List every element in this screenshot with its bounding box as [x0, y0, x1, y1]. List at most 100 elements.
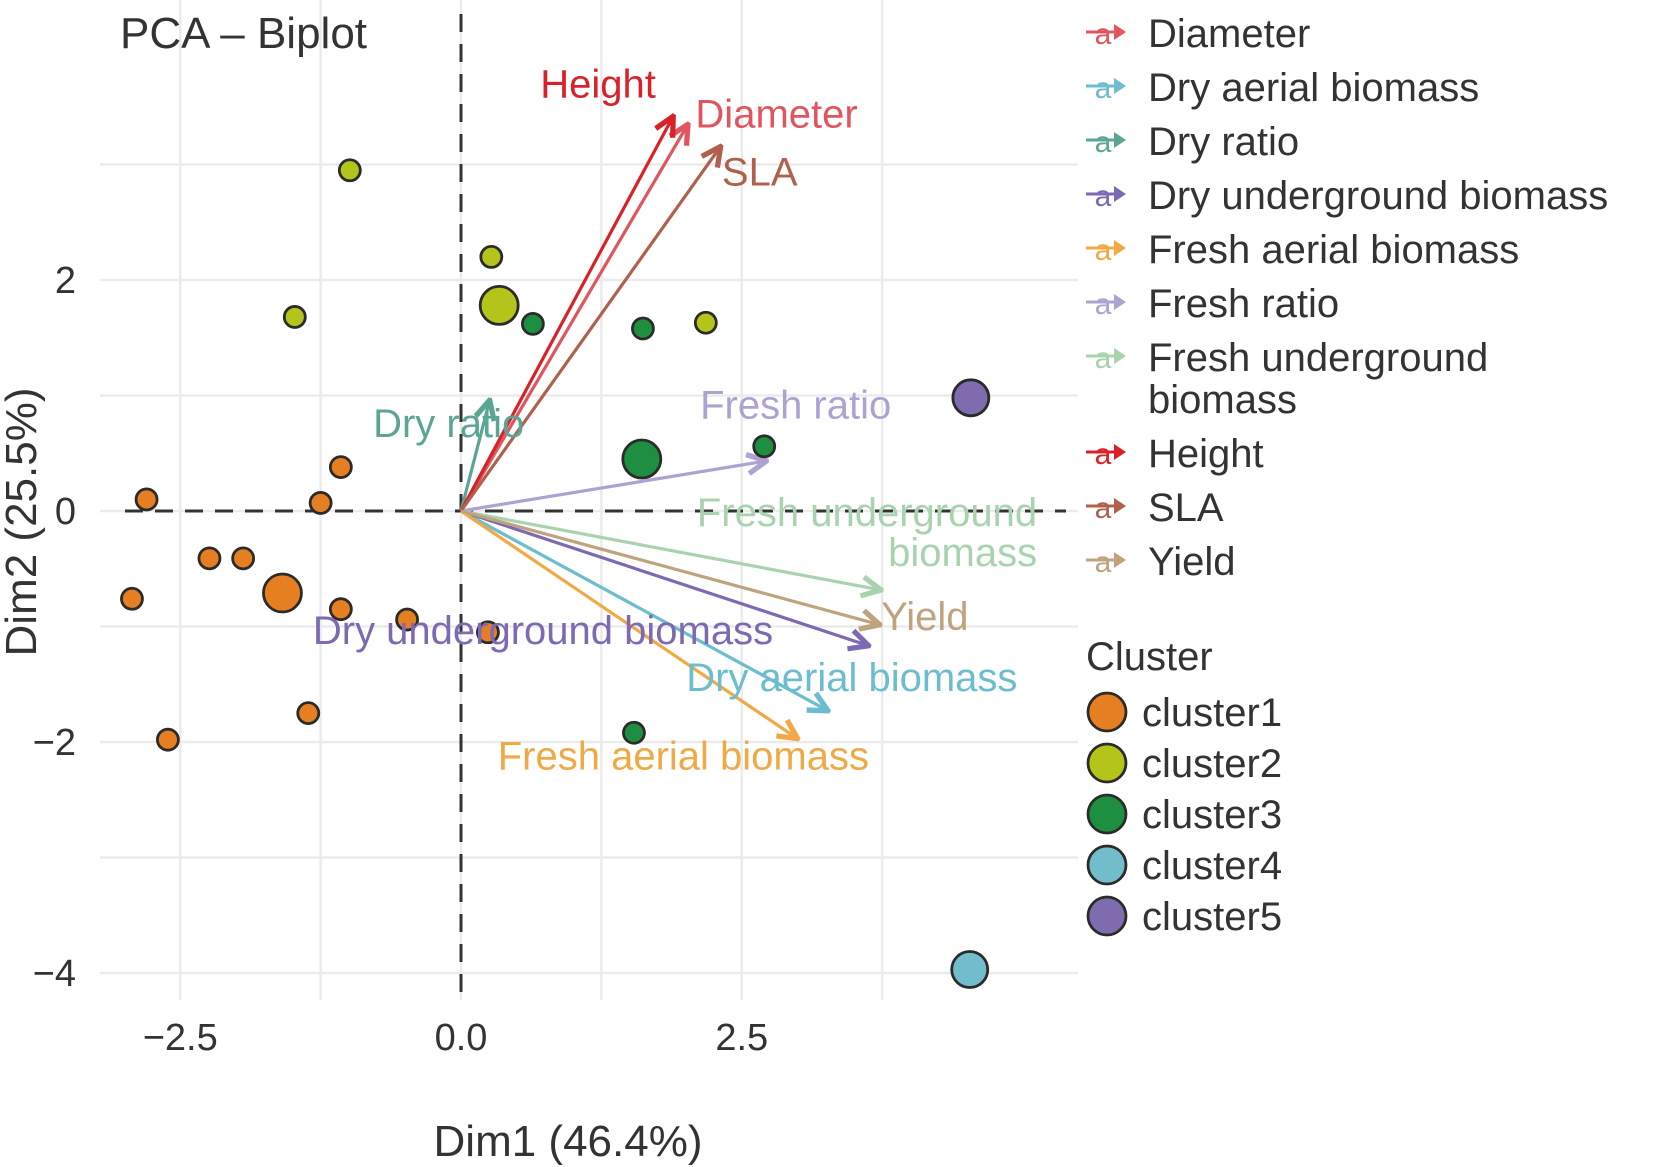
legend-swatch-icon: [1086, 844, 1128, 886]
x-tick-label: −2.5: [143, 1017, 218, 1059]
legend-label: cluster3: [1142, 793, 1282, 837]
arrow-dry-underground-biomass: [460, 509, 866, 645]
legend-arrowhead-icon: [1114, 294, 1126, 310]
legend-label: cluster2: [1142, 742, 1282, 786]
legend-swatch-icon: [1086, 742, 1128, 784]
legend-key-glyph: a: [1095, 492, 1112, 525]
variable-arrows: [459, 118, 879, 737]
point-cluster1: [197, 546, 222, 571]
arrow-sla: [459, 148, 719, 512]
legend-key-glyph: a: [1095, 438, 1112, 471]
label-diameter: Diameter: [695, 93, 857, 137]
variable-labels: Diameter Dry aerial biomass Dry ratio Dry u…: [313, 63, 1037, 779]
legend-arrowhead-icon: [1114, 132, 1126, 148]
x-axis-title: Dim1 (46.4%): [434, 1117, 703, 1166]
chart-title: PCA – Biplot: [120, 9, 367, 58]
legend-key-glyph: a: [1095, 342, 1112, 375]
legend-item-fresh-underground-biomass: a Fresh underground biomass: [1086, 336, 1488, 422]
x-tick-label: 2.5: [715, 1017, 768, 1059]
individual-points: [120, 158, 991, 989]
legend-arrowhead-icon: [1114, 498, 1126, 514]
legend-item-sla: a SLA: [1086, 486, 1224, 530]
point-cluster2: [282, 305, 307, 329]
point-cluster1: [308, 491, 333, 515]
point-cluster1: [120, 586, 144, 611]
legend-label: SLA: [1148, 486, 1224, 530]
legend-item-dry-aerial-biomass: a Dry aerial biomass: [1086, 66, 1479, 110]
point-cluster4: [950, 950, 990, 989]
label-sla: SLA: [722, 150, 798, 194]
arrow-yield: [460, 509, 878, 624]
legend-item-yield: a Yield: [1086, 540, 1235, 584]
point-cluster3: [520, 311, 545, 336]
legend-key-glyph: a: [1095, 72, 1112, 105]
legend-title-cluster: Cluster: [1086, 635, 1213, 679]
legend-key-glyph: a: [1095, 126, 1112, 159]
point-cluster3: [621, 438, 663, 480]
point-cluster1: [476, 620, 500, 645]
point-cluster2: [337, 158, 362, 183]
legend-item-cluster5: cluster5: [1086, 895, 1282, 939]
x-tick-label: 0.0: [435, 1017, 488, 1059]
y-tick-label: −4: [33, 953, 76, 995]
legend-label: cluster1: [1142, 691, 1282, 735]
arrow-height: [459, 118, 672, 512]
legend-item-height: a Height: [1086, 432, 1264, 476]
legend-arrowhead-icon: [1114, 78, 1126, 94]
arrow-fresh-ratio: [460, 461, 764, 513]
label-height: Height: [540, 63, 656, 107]
y-tick-label: 2: [55, 260, 76, 302]
legend-label: Fresh underground biomass: [1148, 336, 1488, 422]
legend-swatch-icon: [1086, 793, 1128, 835]
arrow-fresh-underground-biomass: [460, 509, 879, 590]
legend-variables: a Diameter a Dry aerial biomass a Dry ratio a D…: [1086, 12, 1608, 584]
label-dry-underground-biomass: Dry underground biomass: [313, 609, 773, 653]
legend-arrowhead-icon: [1114, 186, 1126, 202]
point-cluster3: [622, 720, 646, 745]
point-cluster3: [631, 316, 655, 341]
point-cluster1: [262, 572, 303, 614]
legend-swatch-icon: [1086, 691, 1128, 733]
gridlines: [100, 0, 1078, 1000]
legend-arrowhead-icon: [1114, 444, 1126, 460]
legend-key-glyph: a: [1095, 180, 1112, 213]
arrow-dry-aerial-biomass: [460, 509, 826, 710]
legend-label: Diameter: [1148, 12, 1310, 56]
legend-item-cluster1: cluster1: [1086, 691, 1282, 735]
legend-label: cluster4: [1142, 844, 1282, 888]
arrow-diameter: [459, 126, 687, 512]
legend-label: Dry ratio: [1148, 120, 1299, 164]
axis-ticks: −2.5 0.0 2.5 2 0 −2 −4: [33, 260, 768, 1059]
point-cluster1: [134, 487, 159, 512]
point-cluster1: [395, 607, 419, 632]
legend-swatch-icon: [1086, 895, 1128, 937]
legend-item-cluster2: cluster2: [1086, 742, 1282, 786]
y-tick-label: −2: [33, 722, 76, 764]
legend-key-glyph: a: [1095, 288, 1112, 321]
y-tick-label: 0: [55, 491, 76, 533]
point-cluster1: [296, 701, 321, 726]
point-cluster2: [478, 285, 520, 326]
label-fresh-underground-biomass: Fresh underground biomass: [697, 491, 1037, 575]
legend-label: Height: [1148, 432, 1264, 476]
legend-item-dry-underground-biomass: a Dry underground biomass: [1086, 174, 1608, 218]
point-cluster1: [328, 597, 353, 622]
legend-label: Fresh aerial biomass: [1148, 228, 1519, 272]
label-fresh-aerial-biomass: Fresh aerial biomass: [498, 735, 869, 779]
legend-item-dry-ratio: a Dry ratio: [1086, 120, 1299, 164]
point-cluster1: [155, 727, 180, 752]
legend-item-diameter: a Diameter: [1086, 12, 1310, 56]
point-cluster1: [231, 546, 256, 571]
legend-arrowhead-icon: [1114, 348, 1126, 364]
label-dry-ratio: Dry ratio: [373, 402, 524, 446]
arrow-fresh-aerial-biomass: [460, 509, 796, 737]
legend-item-fresh-ratio: a Fresh ratio: [1086, 282, 1339, 326]
label-yield: Yield: [881, 595, 968, 639]
legend-item-cluster4: cluster4: [1086, 844, 1282, 888]
point-cluster2: [693, 310, 718, 335]
legend-item-cluster3: cluster3: [1086, 793, 1282, 837]
legend-label: Fresh ratio: [1148, 282, 1339, 326]
point-cluster3: [752, 434, 777, 459]
legend-arrowhead-icon: [1114, 24, 1126, 40]
y-axis-title: Dim2 (25.5%): [0, 388, 46, 657]
